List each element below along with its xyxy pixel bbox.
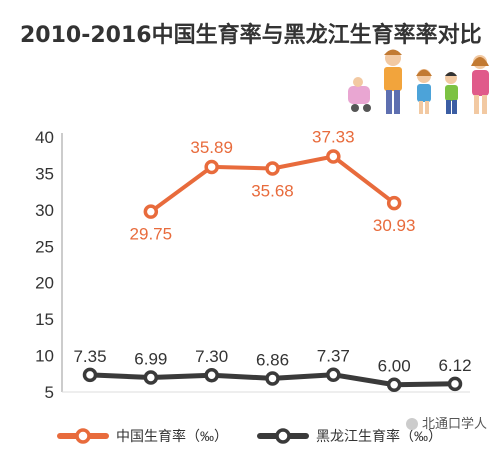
data-point [447, 376, 463, 392]
legend-label-heilongjiang: 黑龙江生育率（‰） [316, 428, 442, 444]
y-tick-label: 5 [45, 383, 54, 402]
data-label: 29.75 [130, 225, 173, 244]
data-label: 6.12 [438, 356, 471, 375]
y-tick-label: 30 [35, 201, 54, 220]
data-label: 37.33 [312, 127, 355, 146]
data-label: 7.30 [195, 347, 228, 366]
legend: 中国生育率（‰） 黑龙江生育率（‰） [57, 428, 442, 444]
data-label: 35.89 [190, 138, 233, 157]
data-point [204, 367, 219, 383]
data-point [143, 204, 159, 219]
y-tick-label: 25 [35, 237, 54, 256]
data-point [143, 370, 159, 385]
watermark: 北通口学人 [406, 416, 487, 431]
data-point [326, 149, 341, 164]
data-label: 30.93 [373, 216, 416, 235]
y-tick-label: 10 [35, 347, 54, 366]
data-label: 6.00 [378, 357, 411, 376]
legend-marker-china [75, 428, 91, 444]
family-illustration-icon [348, 49, 489, 114]
data-point [204, 159, 219, 175]
data-label: 35.68 [251, 181, 294, 200]
y-tick-label: 40 [35, 128, 54, 147]
data-point [326, 367, 341, 382]
chart-title: 2010-2016中国生育率与黑龙江生育率率对比 [20, 22, 482, 48]
data-point [265, 161, 280, 176]
data-label: 6.86 [256, 350, 289, 369]
data-point [265, 371, 280, 386]
y-tick-label: 35 [35, 164, 54, 183]
wechat-icon [406, 418, 418, 430]
data-point [386, 195, 402, 211]
data-point [386, 377, 402, 392]
y-axis: 5 10 15 20 25 30 35 40 [35, 128, 470, 402]
legend-marker-heilongjiang [275, 428, 291, 444]
data-label: 7.35 [73, 347, 106, 366]
y-tick-label: 20 [35, 274, 54, 293]
data-label: 6.99 [134, 350, 167, 369]
legend-label-china: 中国生育率（‰） [116, 428, 228, 444]
watermark-text: 北通口学人 [422, 416, 487, 431]
data-label: 7.37 [317, 347, 350, 366]
y-tick-label: 15 [35, 310, 54, 329]
series-layer: 29.75 35.89 35.68 37.33 30.93 7.35 6.99 7.30 6.8… [73, 127, 472, 392]
data-point [82, 367, 98, 383]
